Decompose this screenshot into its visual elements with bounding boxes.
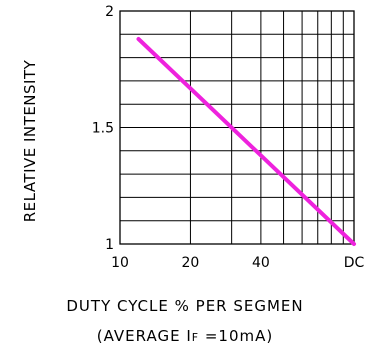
x-axis-sublabel-prefix: (AVERAGE I [96, 327, 192, 345]
series-line [136, 37, 356, 246]
x-axis-sublabel-suffix: =10mA) [199, 327, 274, 345]
x-axis-label: DUTY CYCLE % PER SEGMEN [66, 297, 304, 315]
x-tick-label: 20 [182, 255, 200, 271]
x-tick-label: DC [344, 255, 365, 271]
x-tick-label: 10 [111, 255, 129, 271]
x-axis-sublabel: (AVERAGE IF =10mA) [0, 327, 370, 345]
plot-grid [119, 10, 355, 245]
y-tick-label: 1.5 [92, 121, 114, 137]
x-tick-label: 40 [252, 255, 270, 271]
y-axis-label: RELATIVE INTENSITY [21, 59, 39, 222]
tick-labels: 10 20 40 DC 1 1.5 2 [92, 4, 365, 271]
plot-marks [136, 37, 356, 246]
y-tick-label: 2 [105, 4, 114, 20]
plot-frame [119, 10, 355, 245]
y-tick-label: 1 [105, 237, 114, 253]
x-axis-sublabel-subscript: F [191, 331, 200, 344]
